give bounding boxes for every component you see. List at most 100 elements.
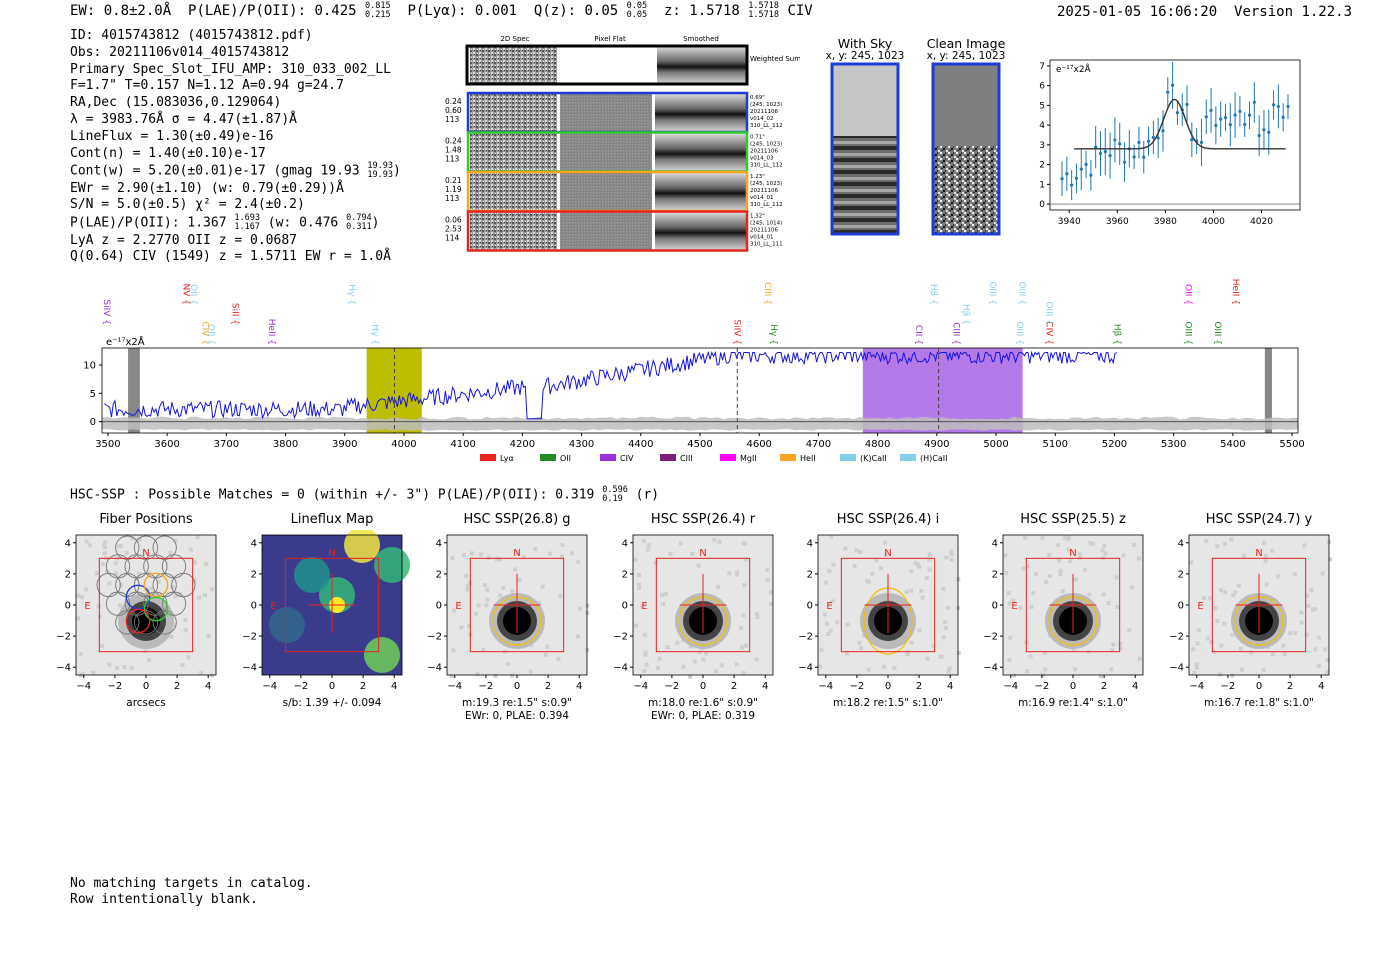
compass-east: E xyxy=(84,601,90,612)
stamp-noise-pixel xyxy=(1194,662,1199,667)
stamp-noise-pixel xyxy=(924,576,929,581)
stamp-noise-pixel xyxy=(459,625,464,630)
stamp-x-tick-label: 4 xyxy=(1318,681,1324,692)
search-box xyxy=(284,557,380,653)
stamp-noise-pixel xyxy=(949,552,954,557)
stamp-noise-pixel xyxy=(938,654,943,659)
spec2d-row-meta: 0.71" xyxy=(750,135,765,141)
stamp-noise-pixel xyxy=(204,562,209,567)
stamp-info: m:19.3 re:1.5" s:0.9" EWr: 0, PLAE: 0.394 xyxy=(437,697,597,723)
spec2d-col-header: Smoothed xyxy=(683,35,719,43)
stamp-noise-pixel xyxy=(844,651,849,656)
stamp-noise-pixel xyxy=(1136,556,1141,561)
zoom-data-point xyxy=(1170,83,1175,87)
stamp-noise-pixel xyxy=(199,670,204,675)
stamp-noise-pixel xyxy=(1191,647,1196,652)
spectrum-x-tick-label: 4800 xyxy=(865,439,890,450)
stamp-noise-pixel xyxy=(113,571,118,576)
stamp-noise-pixel xyxy=(172,622,177,627)
zoom-y-tick-label: 6 xyxy=(1039,82,1045,92)
stamp-noise-pixel xyxy=(1102,543,1107,548)
info-ewr: EWr = 2.90(±1.10) (w: 0.79(±0.29))Å xyxy=(70,180,344,196)
stamp-noise-pixel xyxy=(1192,670,1197,675)
stamp-noise-pixel xyxy=(510,589,515,594)
stamp-noise-pixel xyxy=(1114,575,1119,580)
stamp-noise-pixel xyxy=(1299,620,1304,625)
stamp-panel: N E −4 −4 −2 −2 0 0 2 2 4 4 xyxy=(1169,534,1332,692)
stamp-noise-pixel xyxy=(1101,592,1106,597)
stamp-noise-pixel xyxy=(719,663,724,668)
spec2d-row-meta: v014_01 xyxy=(750,235,774,241)
stamp-x-tick-label: −4 xyxy=(633,681,648,692)
stamp-noise-pixel xyxy=(734,662,739,667)
header-ew: EW: 0.8±2.0Å xyxy=(70,3,172,19)
zoom-data-point xyxy=(1223,115,1228,120)
zoom-data-point xyxy=(1175,111,1180,115)
lineflux-blob xyxy=(319,577,355,613)
spectrum-x-tick-label: 4100 xyxy=(450,439,475,450)
stamp-noise-pixel xyxy=(1209,640,1214,645)
spec2d-panel: 2D Spec Pixel Flat Smoothed Weighted Sum… xyxy=(445,35,800,252)
stamp-noise-pixel xyxy=(1211,650,1216,655)
info-obs: Obs: 20211106v014_4015743812 xyxy=(70,44,290,60)
zoom-data-point xyxy=(1252,100,1256,104)
stamp-noise-pixel xyxy=(768,590,773,595)
stamp-y-tick-label: 2 xyxy=(1178,569,1184,580)
stamp-noise-pixel xyxy=(734,572,739,577)
stamp-title: Lineflux Map xyxy=(290,512,374,527)
zoom-data-point xyxy=(1089,173,1093,177)
header-z-lo: 1.5718 xyxy=(748,10,780,20)
stamp-noise-pixel xyxy=(742,583,747,588)
stamp-noise-pixel xyxy=(1006,591,1011,596)
stamp-noise-pixel xyxy=(1270,652,1275,657)
stamp-noise-pixel xyxy=(1223,590,1228,595)
stamp-noise-pixel xyxy=(1058,572,1063,577)
stamp-y-tick-label: 0 xyxy=(622,601,628,612)
zoom-y-tick-label: 0 xyxy=(1039,200,1045,210)
stamp-x-tick-label: 0 xyxy=(1070,681,1076,692)
info-lya-z: LyA z = 2.2770 OII z = 0.0687 xyxy=(70,232,297,248)
stamp-noise-pixel xyxy=(469,551,474,556)
stamp-noise-pixel xyxy=(107,581,112,586)
stamp-y-tick-label: 4 xyxy=(251,538,257,549)
stamp-noise-pixel xyxy=(1100,548,1105,553)
stamp-noise-pixel xyxy=(545,644,550,649)
stamp-noise-pixel xyxy=(102,551,107,556)
cutout-images xyxy=(830,62,1001,236)
emission-line-label: SiIV { xyxy=(731,319,741,345)
zoom-data-point xyxy=(1079,167,1083,171)
stamp-noise-pixel xyxy=(1103,551,1108,556)
stamp-noise-pixel xyxy=(540,584,545,589)
stamp-info: m:18.0 re:1.6" s:0.9" EWr: 0, PLAE: 0.319 xyxy=(623,697,783,723)
masked-region xyxy=(1264,348,1272,433)
stamp-panel: N E −4 −4 −2 −2 0 0 2 2 4 4 xyxy=(56,534,217,692)
stamp-x-tick-label: 2 xyxy=(360,681,366,692)
spec2d-row-meta: 20211106 xyxy=(750,188,778,194)
zoom-data-point xyxy=(1161,129,1165,133)
emission-line-label: HeII { xyxy=(266,319,276,345)
zoom-x-tick-label: 4020 xyxy=(1250,217,1273,227)
stamp-info-line: m:18.0 re:1.6" s:0.9" xyxy=(648,697,758,709)
stamp-noise-pixel xyxy=(866,667,871,672)
stamp-noise-pixel xyxy=(741,671,746,676)
stamp-noise-pixel xyxy=(831,562,836,567)
zoom-data-point xyxy=(1204,115,1208,119)
info-lineflux: LineFlux = 1.30(±0.49)e-16 xyxy=(70,128,274,144)
stamp-noise-pixel xyxy=(498,557,503,562)
stamp-info: m:16.7 re:1.8" s:1.0" xyxy=(1179,697,1339,710)
stamp-noise-pixel xyxy=(1194,665,1199,670)
stamp-y-tick-label: 0 xyxy=(1178,601,1184,612)
zoom-y-tick-label: 5 xyxy=(1039,101,1045,111)
emission-line-label: SiII { xyxy=(229,303,239,325)
zoom-data-point xyxy=(1118,142,1122,146)
stamp-title: HSC SSP(26.8) g xyxy=(463,512,571,527)
stamp-noise-pixel xyxy=(827,568,832,573)
stamp-noise-pixel xyxy=(688,674,693,679)
stamp-noise-pixel xyxy=(556,656,561,661)
info-sn: S/N = 5.0(±0.5) χ² = 2.4(±0.2) xyxy=(70,197,305,213)
emission-line-label: OII { xyxy=(188,284,198,305)
stamp-noise-pixel xyxy=(1007,657,1012,662)
spec2d-row-stat: 0.24 xyxy=(445,137,462,146)
